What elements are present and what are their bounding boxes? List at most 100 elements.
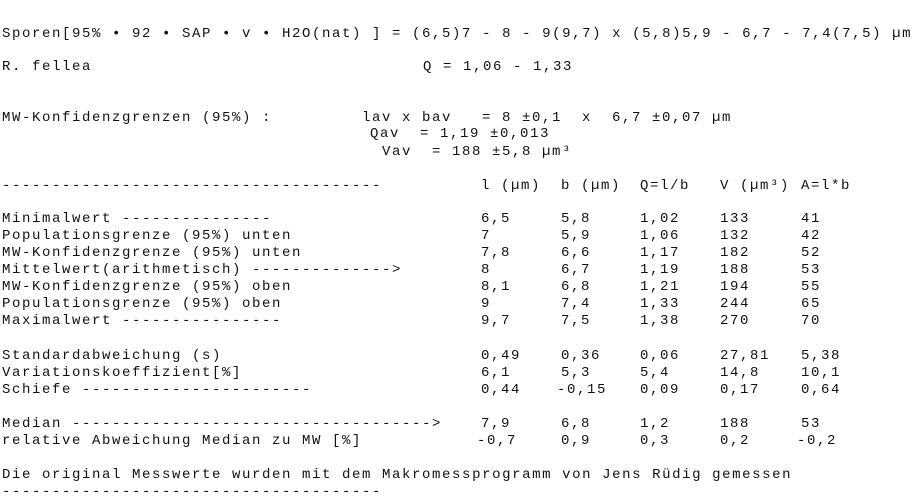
cell-volume: 27,81 (720, 348, 771, 364)
column-header-area: A=l*b (801, 178, 852, 194)
cell-volume: 14,8 (720, 365, 761, 381)
cell-area: 53 (801, 416, 822, 432)
cell-length: 8 (481, 262, 492, 278)
cell-volume: 132 (720, 228, 751, 244)
table-row: Standardabweichung (s) 0,49 0,36 0,06 27,81 5… (0, 347, 920, 365)
cell-q: 0,3 (640, 433, 671, 449)
cell-q: 1,02 (640, 211, 681, 227)
cell-area: 53 (801, 262, 822, 278)
cell-area: 52 (801, 245, 822, 261)
species-name: R. fellea (2, 59, 93, 75)
column-header-q: Q=l/b (640, 178, 691, 194)
cell-length: 7,8 (481, 245, 512, 261)
table-header-row: -------------------------------------- l… (0, 177, 920, 195)
cell-q: 1,38 (640, 313, 681, 329)
cell-area: 55 (801, 279, 822, 295)
column-header-length: l (µm) (481, 178, 542, 194)
cell-area: 42 (801, 228, 822, 244)
cell-q: 5,4 (640, 365, 671, 381)
row-label: Populationsgrenze (95%) oben (2, 296, 283, 312)
cell-length: 6,5 (481, 211, 512, 227)
cell-area: 0,64 (801, 382, 842, 398)
cell-length: 0,44 (481, 382, 522, 398)
cell-width: 7,4 (561, 296, 592, 312)
footer-separator: -------------------------------------- (2, 484, 383, 500)
cell-width: -0,15 (557, 382, 608, 398)
cell-length: 8,1 (481, 279, 512, 295)
footer-note: Die original Messwerte wurden mit dem Ma… (2, 467, 793, 483)
row-label: Maximalwert ---------------- (2, 313, 283, 329)
cell-area: 70 (801, 313, 822, 329)
table-row: Populationsgrenze (95%) unten 7 5,9 1,06 132… (0, 227, 920, 245)
cell-q: 1,06 (640, 228, 681, 244)
cell-width: 0,9 (561, 433, 592, 449)
vav-value: Vav = 188 ±5,8 µm³ (382, 144, 573, 160)
cell-length: 9,7 (481, 313, 512, 329)
cell-area: 65 (801, 296, 822, 312)
cell-width: 6,7 (561, 262, 592, 278)
table-row: Median ---------------------------------… (0, 415, 920, 433)
spore-measurement-line: Sporen[95% • 92 • SAP • v • H2O(nat) ] =… (2, 26, 913, 42)
cell-width: 6,8 (561, 279, 592, 295)
cell-q: 1,21 (640, 279, 681, 295)
cell-volume: 188 (720, 262, 751, 278)
cell-q: 0,06 (640, 348, 681, 364)
cell-q: 1,19 (640, 262, 681, 278)
table-row: Mittelwert(arithmetisch) -------------->… (0, 261, 920, 279)
cell-volume: 133 (720, 211, 751, 227)
table-row: Minimalwert --------------- 6,5 5,8 1,02 133… (0, 210, 920, 228)
cell-volume: 0,17 (720, 382, 761, 398)
cell-volume: 270 (720, 313, 751, 329)
row-label: MW-Konfidenzgrenze (95%) unten (2, 245, 303, 261)
table-separator: -------------------------------------- (2, 178, 383, 194)
row-label: Standardabweichung (s) (2, 348, 223, 364)
row-label: Median ---------------------------------… (2, 416, 443, 432)
row-label: Variationskoeffizient[%] (2, 365, 243, 381)
cell-width: 5,3 (561, 365, 592, 381)
table-row: relative Abweichung Median zu MW [%] -0,7… (0, 432, 920, 450)
table-row: MW-Konfidenzgrenze (95%) unten 7,8 6,6 1,17… (0, 244, 920, 262)
cell-width: 6,8 (561, 416, 592, 432)
column-header-volume: V (µm³) (720, 178, 791, 194)
row-label: Schiefe ----------------------- (2, 382, 313, 398)
cell-area: 41 (801, 211, 822, 227)
table-row: MW-Konfidenzgrenze (95%) oben 8,1 6,8 1,21 1… (0, 278, 920, 296)
cell-width: 7,5 (561, 313, 592, 329)
cell-length: -0,7 (477, 433, 518, 449)
cell-q: 0,09 (640, 382, 681, 398)
table-row: Schiefe ----------------------- 0,44 -0,15… (0, 381, 920, 399)
cell-q: 1,17 (640, 245, 681, 261)
cell-length: 7,9 (481, 416, 512, 432)
table-row: Populationsgrenze (95%) oben 9 7,4 1,33 244 6… (0, 295, 920, 313)
cell-width: 5,8 (561, 211, 592, 227)
confidence-label: MW-Konfidenzgrenzen (95%) : (2, 110, 273, 126)
row-label: Minimalwert --------------- (2, 211, 273, 227)
cell-width: 0,36 (561, 348, 602, 364)
cell-length: 7 (481, 228, 492, 244)
row-label: relative Abweichung Median zu MW [%] (2, 433, 363, 449)
cell-area: 5,38 (801, 348, 842, 364)
lav-bav-value: lav x bav = 8 ±0,1 x 6,7 ±0,07 µm (362, 110, 733, 126)
cell-volume: 188 (720, 416, 751, 432)
cell-volume: 0,2 (720, 433, 751, 449)
cell-width: 6,6 (561, 245, 592, 261)
q-range: Q = 1,06 - 1,33 (423, 59, 574, 75)
cell-volume: 244 (720, 296, 751, 312)
column-header-width: b (µm) (561, 178, 622, 194)
row-label: Mittelwert(arithmetisch) --------------> (2, 262, 403, 278)
cell-width: 5,9 (561, 228, 592, 244)
cell-length: 0,49 (481, 348, 522, 364)
cell-volume: 182 (720, 245, 751, 261)
table-row: Maximalwert ---------------- 9,7 7,5 1,38 27… (0, 312, 920, 330)
cell-area: 10,1 (801, 365, 842, 381)
cell-length: 9 (481, 296, 492, 312)
cell-q: 1,33 (640, 296, 681, 312)
table-row: Variationskoeffizient[%] 6,1 5,3 5,4 14,8 10,… (0, 364, 920, 382)
cell-length: 6,1 (481, 365, 512, 381)
row-label: MW-Konfidenzgrenze (95%) oben (2, 279, 293, 295)
qav-value: Qav = 1,19 ±0,013 (370, 126, 551, 142)
cell-volume: 194 (720, 279, 751, 295)
row-label: Populationsgrenze (95%) unten (2, 228, 293, 244)
cell-q: 1,2 (640, 416, 671, 432)
cell-area: -0,2 (797, 433, 838, 449)
